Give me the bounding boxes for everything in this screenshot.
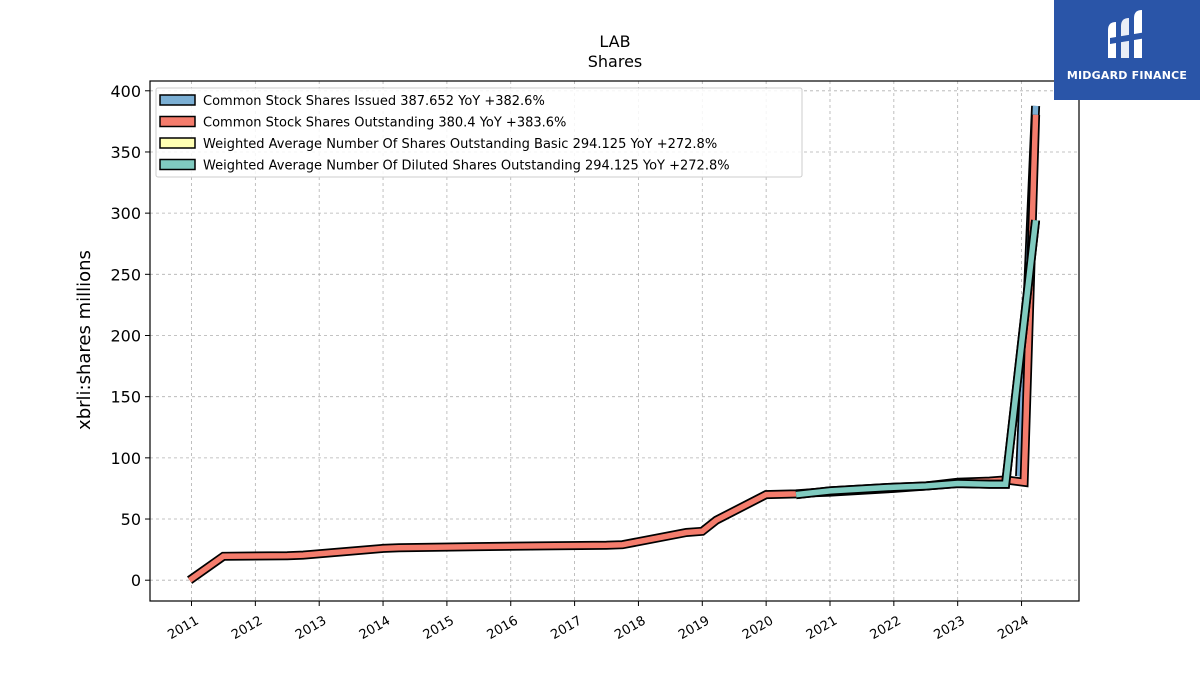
y-tick-label: 100	[110, 449, 141, 468]
x-tick-label: 2012	[229, 613, 265, 643]
legend-swatch	[159, 158, 196, 171]
y-axis-ticks: 0 50 100 150 200 250 300 350 400	[110, 82, 150, 590]
x-tick-label: 2011	[165, 613, 201, 643]
x-tick-label: 2018	[612, 613, 648, 643]
plot-frame	[149, 80, 1080, 602]
y-tick-label: 150	[110, 388, 141, 407]
legend-swatch	[159, 115, 196, 128]
legend-box	[155, 87, 803, 178]
series-lines	[187, 105, 1041, 584]
legend-label: Common Stock Shares Issued 387.652 YoY +…	[203, 94, 545, 109]
legend-swatch	[159, 137, 196, 149]
x-tick-label: 2014	[357, 613, 393, 643]
series-line-2	[795, 219, 1039, 498]
y-axis-label: xbrli:shares millions	[74, 250, 95, 430]
y-tick-label: 400	[110, 82, 141, 101]
chart-title: LAB	[599, 32, 630, 51]
series-line-outline	[795, 219, 1041, 500]
legend-label: Weighted Average Number Of Shares Outsta…	[203, 137, 717, 152]
legend-label: Common Stock Shares Outstanding 380.4 Yo…	[203, 116, 566, 131]
series-line-outline	[187, 114, 1041, 584]
x-tick-label: 2015	[421, 613, 457, 643]
y-tick-label: 250	[110, 265, 141, 284]
series-line-1	[188, 114, 1039, 583]
legend: Common Stock Shares Issued 387.652 YoY +…	[155, 87, 803, 178]
x-tick-label: 2022	[868, 613, 904, 643]
y-tick-label: 350	[110, 143, 141, 162]
x-tick-label: 2024	[995, 613, 1031, 643]
chart-subtitle: Shares	[588, 52, 643, 71]
x-tick-label: 2021	[804, 613, 840, 643]
legend-swatch	[159, 94, 196, 106]
legend-label: Weighted Average Number Of Diluted Share…	[203, 159, 730, 174]
series-line-3	[795, 219, 1039, 498]
x-tick-label: 2013	[293, 613, 329, 643]
series-line-outline	[795, 219, 1041, 500]
y-tick-label: 50	[121, 510, 141, 529]
y-tick-label: 300	[110, 204, 141, 223]
x-tick-label: 2020	[740, 613, 776, 643]
midgard-finance-logo: MIDGARD FINANCE	[1054, 0, 1200, 100]
x-tick-label: 2017	[548, 613, 584, 643]
logo-text: MIDGARD FINANCE	[1066, 69, 1188, 82]
midgard-logo-icon	[1108, 10, 1146, 58]
x-tick-label: 2016	[485, 613, 521, 643]
x-tick-label: 2023	[932, 613, 968, 643]
x-tick-label: 2019	[676, 613, 712, 643]
x-axis-ticks: 2011 2012 2013 2014 2015 2016 2017 2018 2019 2020…	[165, 601, 1032, 643]
y-tick-label: 200	[110, 326, 141, 345]
y-tick-label: 0	[131, 571, 141, 590]
